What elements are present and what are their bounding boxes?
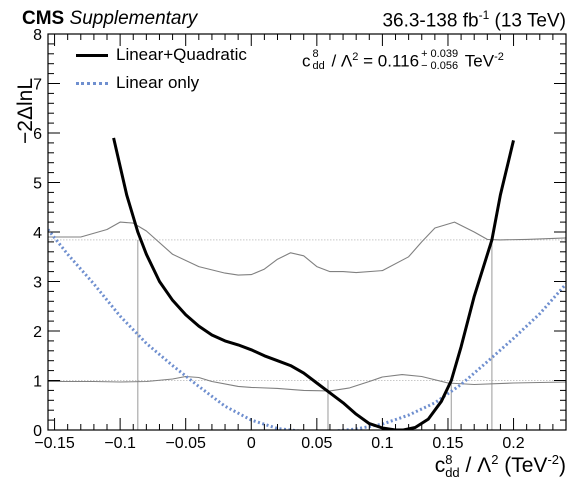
x-label-lambda: / Λ (459, 454, 492, 477)
x-tick-label-1: −0.1 (104, 435, 136, 452)
luminosity-label: 36.3-138 fb-1 (13 TeV) (382, 8, 566, 32)
x-tick-label-3: 0 (247, 435, 256, 452)
series-line-2 (48, 221, 566, 276)
x-axis-label: c 8 dd / Λ2 (TeV-2) (435, 452, 566, 479)
y-tick-label-3: 3 (33, 275, 42, 292)
series-line-1 (48, 228, 566, 430)
y-tick-label-1: 1 (33, 374, 42, 391)
x-label-square: 2 (491, 452, 499, 467)
x-tick-label-7: 0.2 (502, 435, 524, 452)
result-unit: TeV (460, 51, 495, 71)
y-tick-label-4: 4 (33, 225, 42, 242)
fit-result: c 8 dd / Λ2 = 0.116 + 0.039− 0.056 TeV-2 (302, 48, 504, 74)
legend-swatch-solid (76, 53, 108, 57)
x-label-symbol: c (434, 454, 446, 477)
cms-label: CMS Supplementary (22, 8, 197, 30)
energy-label: (13 TeV) (489, 10, 566, 32)
result-lambda: / Λ (326, 51, 353, 71)
result-unit-exp: -2 (494, 50, 504, 63)
x-label-sup: 8 (445, 452, 453, 468)
y-tick-label-6: 6 (33, 126, 42, 143)
result-upper-error: + 0.039 (421, 48, 459, 60)
y-tick-label-0: 0 (33, 423, 42, 440)
result-lower-error: − 0.056 (421, 60, 459, 72)
result-value: = 0.116 (358, 51, 420, 71)
result-sub: dd (312, 60, 325, 72)
x-tick-label-2: −0.05 (165, 435, 206, 452)
x-tick-label-5: 0.1 (371, 435, 393, 452)
y-tick-label-5: 5 (33, 176, 42, 193)
result-square: 2 (352, 50, 359, 63)
legend-label-quadratic: Linear+Quadratic (116, 45, 247, 64)
threshold-lines (48, 239, 566, 430)
x-label-unit-exp: -2 (547, 452, 559, 467)
y-axis-label: −2ΔlnL (14, 78, 37, 144)
x-label-sub: dd (445, 465, 460, 481)
y-tick-label-8: 8 (33, 27, 42, 44)
legend-label-linear: Linear only (116, 73, 200, 92)
legend-entry-quadratic: Linear+Quadratic (76, 41, 247, 69)
legend-entry-linear: Linear only (76, 69, 247, 97)
lumi-exponent: -1 (478, 8, 490, 22)
series-line-3 (48, 374, 566, 392)
series-line-0 (112, 137, 515, 430)
axis-ticks: −0.15 −0.1 −0.05 0 0.05 0.1 0.15 0.2 0 1 2 3 4 5 6 7 8 (33, 27, 566, 452)
result-sup: 8 (312, 48, 319, 60)
series-layer (48, 137, 566, 430)
legend-swatch-dotted (76, 81, 108, 85)
lumi-value: 36.3-138 fb (382, 10, 479, 32)
x-label-unit: (TeV (498, 454, 548, 477)
experiment-name: CMS (22, 8, 65, 29)
x-tick-label-6: 0.15 (432, 435, 463, 452)
x-tick-label-0: −0.15 (34, 435, 75, 452)
x-tick-label-4: 0.05 (301, 435, 332, 452)
y-tick-label-7: 7 (33, 77, 42, 94)
result-symbol: c (302, 51, 311, 71)
supplementary-tag: Supplementary (69, 8, 198, 29)
legend: Linear+Quadratic Linear only (76, 41, 247, 97)
y-tick-label-2: 2 (33, 324, 42, 341)
x-label-close: ) (559, 454, 566, 477)
